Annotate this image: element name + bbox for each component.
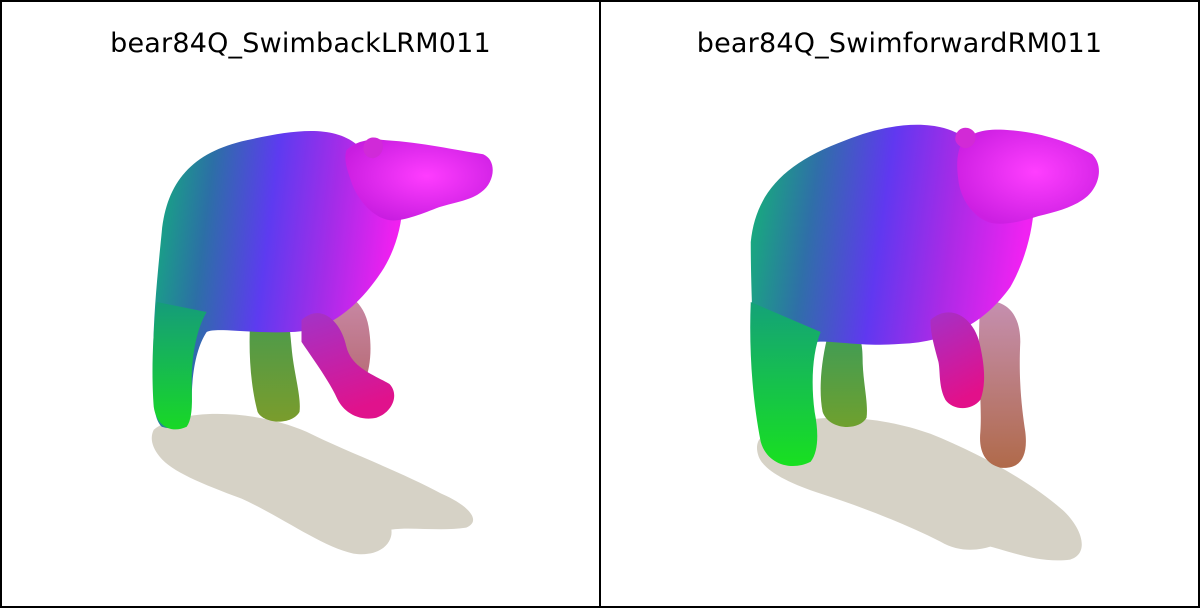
panel-swimback: bear84Q_SwimbackLRM011: [2, 2, 599, 606]
panel-swimforward: bear84Q_SwimforwardRM011: [599, 2, 1198, 606]
shadow: [151, 413, 474, 555]
bear-model: [152, 131, 493, 430]
panel-title: bear84Q_SwimforwardRM011: [696, 28, 1103, 59]
panel-title: bear84Q_SwimbackLRM011: [110, 28, 491, 59]
bear-model: [750, 124, 1099, 468]
bear-render-swimforward: [750, 124, 1099, 561]
shadow: [756, 417, 1082, 561]
bear-render-swimback: [151, 131, 493, 555]
